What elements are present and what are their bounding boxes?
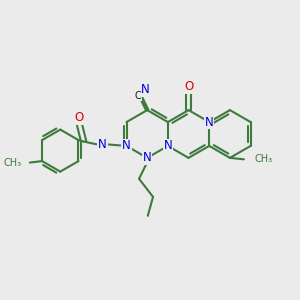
Text: N: N bbox=[122, 140, 131, 152]
Text: O: O bbox=[184, 80, 193, 93]
Text: O: O bbox=[75, 111, 84, 124]
Text: N: N bbox=[205, 116, 214, 128]
Text: C: C bbox=[134, 91, 141, 100]
Text: N: N bbox=[164, 140, 172, 152]
Text: CH₃: CH₃ bbox=[254, 154, 272, 164]
Text: N: N bbox=[143, 152, 152, 164]
Text: CH₃: CH₃ bbox=[4, 158, 22, 168]
Text: N: N bbox=[98, 138, 107, 151]
Text: N: N bbox=[141, 83, 150, 96]
